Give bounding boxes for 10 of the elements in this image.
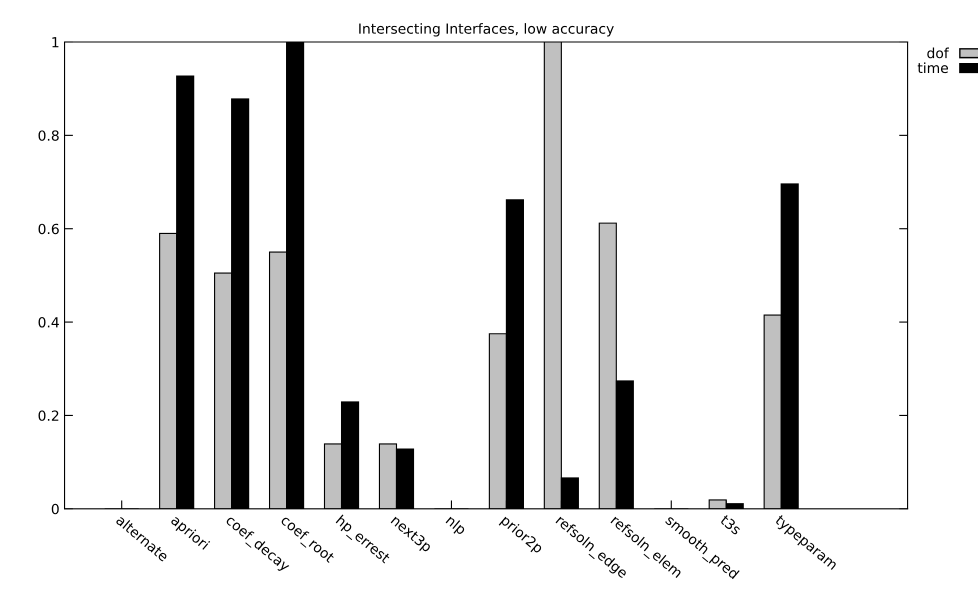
y-tick-label: 0.8 — [38, 130, 59, 141]
x-tick-label: nlp — [444, 514, 468, 538]
y-tick-label: 0.4 — [38, 317, 59, 328]
y-tick-label: 1 — [52, 37, 58, 48]
y-tick-label: 0.2 — [38, 410, 58, 421]
y-tick-label: 0 — [52, 504, 59, 514]
legend-label: time — [918, 62, 948, 74]
chart-title: Intersecting Interfaces, low accuracy — [359, 23, 614, 37]
y-tick-label: 0.6 — [38, 224, 59, 234]
legend-label: dof — [927, 48, 949, 58]
